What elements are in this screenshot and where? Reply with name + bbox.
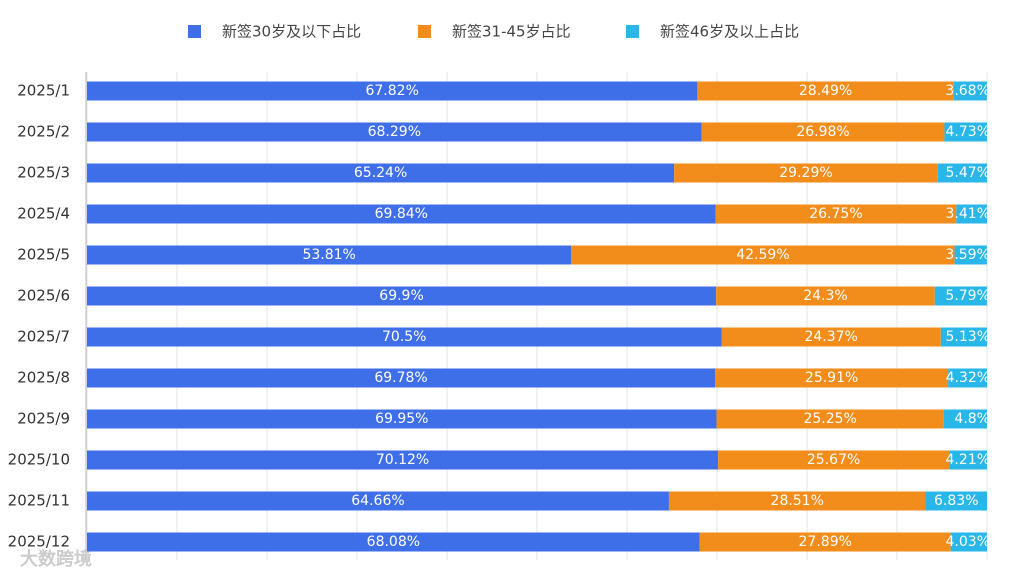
bar-segment [949,450,987,470]
value-label: 69.9% [379,288,423,304]
value-label: 29.29% [779,165,832,181]
bar-segment [87,491,669,511]
bar-segment [87,122,702,142]
legend-label: 新签46岁及以上占比 [660,23,799,41]
value-label: 69.95% [375,411,428,427]
bar-segment [934,286,987,306]
legend-label: 新签30岁及以下占比 [222,23,361,41]
bar-segment [699,532,951,552]
value-label: 5.79% [945,288,989,304]
bar-segment [721,327,941,347]
y-tick-label: 2025/4 [17,205,70,223]
value-label: 3.68% [945,83,989,99]
bar-segment [718,450,950,470]
bar-segment [937,163,987,183]
y-tick-label: 2025/5 [17,246,70,264]
value-label: 68.29% [368,124,421,140]
bar-segment [716,286,935,306]
value-label: 27.89% [799,534,852,550]
value-label: 64.66% [351,493,404,509]
bar-segment [697,81,954,101]
bar-segment [87,204,716,224]
value-label: 4.32% [946,370,990,386]
bar-segment [87,327,722,347]
y-tick-label: 2025/12 [8,533,70,551]
bar-segment [674,163,938,183]
bar-segment [953,81,987,101]
y-tick-label: 2025/6 [17,287,70,305]
value-label: 4.03% [946,534,990,550]
value-label: 70.12% [376,452,429,468]
bar-segment [925,491,987,511]
y-tick-label: 2025/8 [17,369,70,387]
value-label: 25.25% [803,411,856,427]
bar-segment [940,327,987,347]
value-label: 65.24% [354,165,407,181]
bar-segment [950,532,987,552]
y-tick-label: 2025/7 [17,328,70,346]
y-tick-label: 2025/9 [17,410,70,428]
value-label: 28.49% [799,83,852,99]
bar-segment [715,204,957,224]
bar-segment [668,491,926,511]
bar-segment [87,368,716,388]
watermark: 大数跨境 [20,548,92,570]
bar-segment [944,122,987,142]
value-label: 26.75% [809,206,862,222]
bar-segment [87,81,698,101]
value-label: 53.81% [302,247,355,263]
bar-segment [87,163,675,183]
value-label: 25.91% [805,370,858,386]
value-label: 28.51% [771,493,824,509]
value-label: 4.21% [946,452,990,468]
value-label: 67.82% [365,83,418,99]
bar-segment [716,409,944,429]
value-label: 42.59% [736,247,789,263]
value-label: 24.37% [804,329,857,345]
y-tick-label: 2025/11 [8,492,70,510]
bar-segment [87,409,717,429]
value-label: 68.08% [367,534,420,550]
y-tick-label: 2025/1 [17,82,70,100]
value-label: 6.83% [934,493,978,509]
value-label: 24.3% [803,288,847,304]
value-label: 3.59% [945,247,989,263]
bar-segment [87,245,572,265]
value-label: 5.13% [946,329,990,345]
value-label: 5.47% [946,165,990,181]
legend-swatch [188,25,201,38]
value-label: 25.67% [807,452,860,468]
value-label: 4.73% [946,124,990,140]
y-tick-label: 2025/2 [17,123,70,141]
bar-segment [954,245,987,265]
bar-segment [87,450,719,470]
bar-segment [715,368,949,388]
value-label: 26.98% [796,124,849,140]
value-label: 69.84% [375,206,428,222]
value-label: 4.8% [954,411,990,427]
y-tick-label: 2025/10 [8,451,70,469]
value-label: 70.5% [382,329,426,345]
bar-segment [87,532,700,552]
legend-swatch [418,25,431,38]
value-label: 69.78% [374,370,427,386]
bar-segment [701,122,945,142]
legend-swatch [626,25,639,38]
bar-segment [571,245,955,265]
y-tick-label: 2025/3 [17,164,70,182]
bar-segment [87,286,717,306]
bar-segment [943,409,987,429]
bar-segment [956,204,987,224]
legend-label: 新签31-45岁占比 [452,23,571,41]
value-label: 3.41% [946,206,990,222]
bar-segment [948,368,988,388]
